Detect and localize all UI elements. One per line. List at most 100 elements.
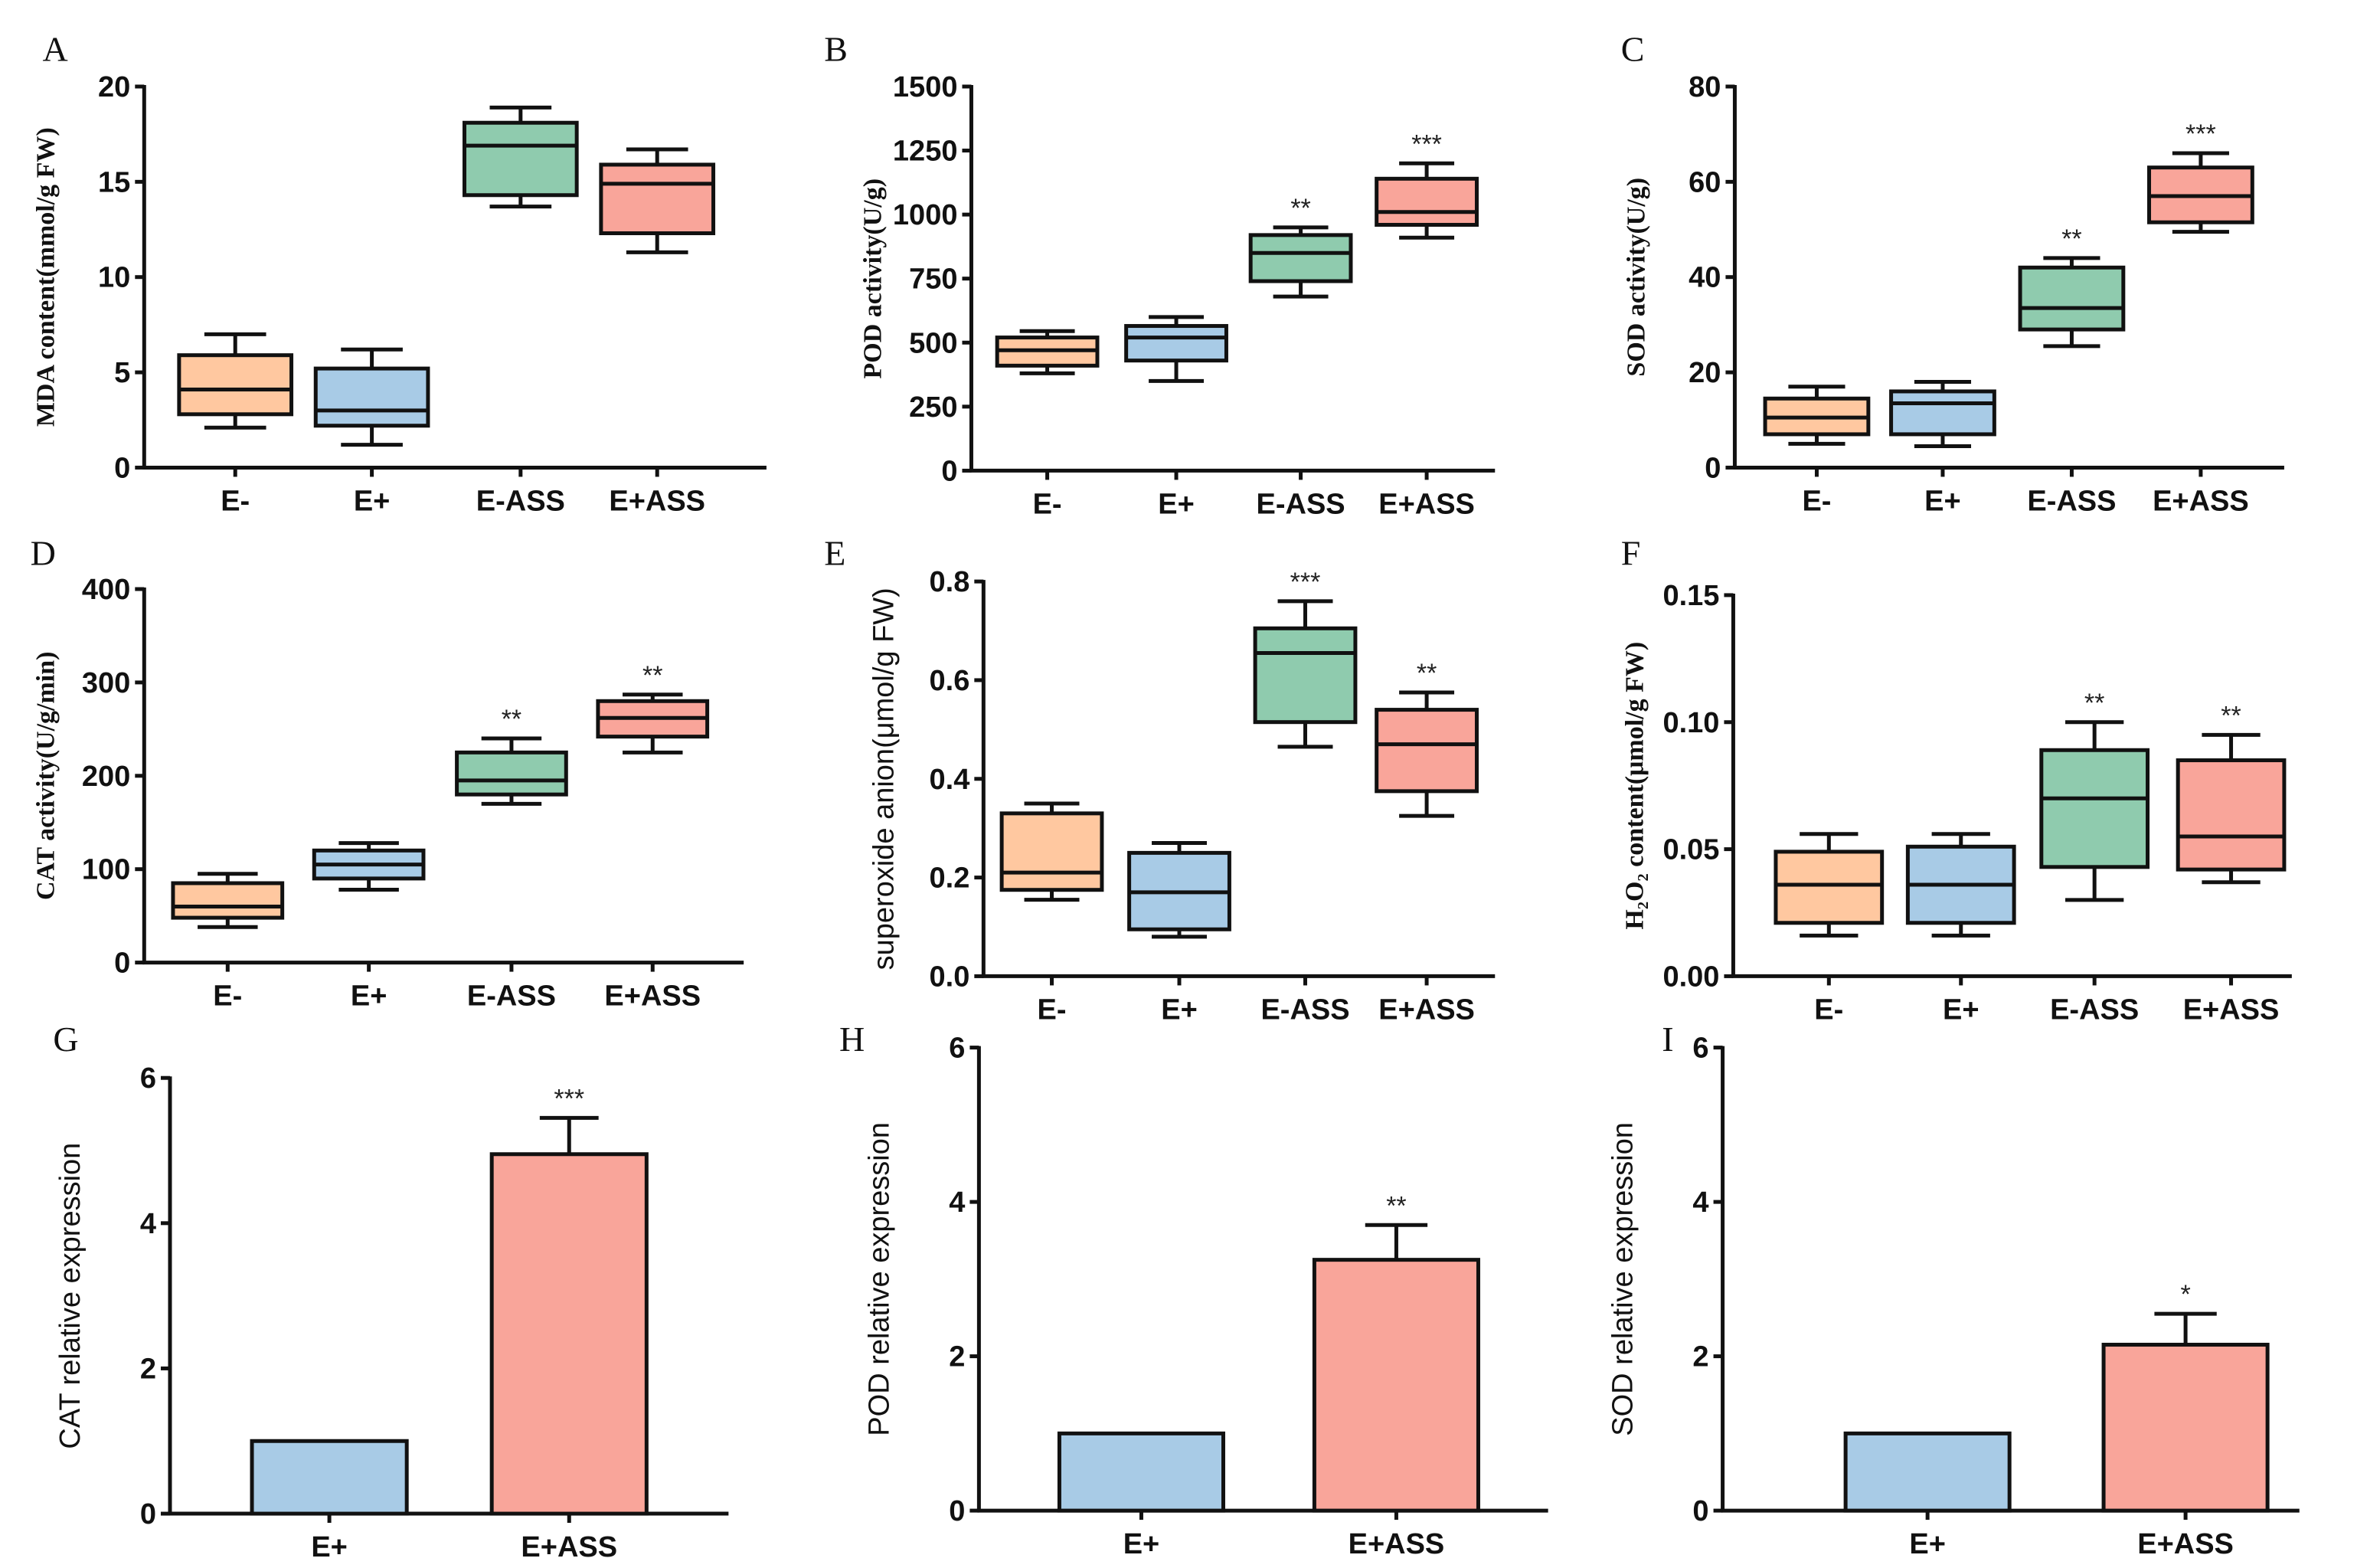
- panel-label: F: [1621, 534, 1641, 573]
- significance-marker: ***: [1411, 129, 1442, 159]
- significance-marker: **: [642, 661, 662, 690]
- y-tick-label: 0: [1705, 452, 1721, 484]
- bar-eplus: [1057, 1431, 1225, 1513]
- box-eminus: [177, 353, 294, 417]
- y-tick-label: 0: [114, 452, 130, 484]
- x-tick-label: E+ASS: [521, 1531, 617, 1563]
- y-tick-label: 1000: [893, 199, 958, 231]
- y-tick-label: 6: [949, 1033, 965, 1065]
- box-eminus: [171, 881, 285, 920]
- panel-label: G: [53, 1020, 78, 1059]
- y-tick-label: 6: [140, 1062, 156, 1095]
- y-tick-label: 0.6: [930, 665, 970, 697]
- x-tick-label: E-: [1033, 488, 1062, 520]
- y-tick-label: 0.0: [930, 961, 970, 993]
- y-tick-label: 6: [1692, 1033, 1708, 1065]
- panel-label: A: [42, 30, 67, 69]
- x-tick-label: E+: [1158, 488, 1195, 520]
- y-tick-label: 300: [82, 667, 130, 699]
- x-tick-label: E+ASS: [2153, 485, 2249, 517]
- x-tick-label: E+: [354, 485, 391, 517]
- panel-h: H 0 2 4 6 POD relative expression E+ E+ASS **: [839, 1020, 1548, 1560]
- x-tick-label: E+: [1909, 1528, 1946, 1560]
- significance-marker: **: [2221, 701, 2241, 730]
- bar-eplus: [1843, 1431, 2012, 1513]
- y-axis-label: superoxide anion(μmol/g FW): [868, 588, 900, 970]
- y-tick-label: 1250: [893, 136, 958, 168]
- bar-eplusass: [489, 1152, 649, 1516]
- panel-label: I: [1662, 1020, 1673, 1059]
- significance-marker: **: [1417, 659, 1437, 688]
- panel-d: D 0 100 200 300 400 CAT activity(U/g/min) E- E+ E…: [31, 534, 744, 1013]
- significance-marker: **: [1386, 1191, 1406, 1220]
- x-tick-label: E+ASS: [1349, 1528, 1445, 1560]
- x-tick-label: E+: [351, 980, 387, 1013]
- panel-label: D: [31, 534, 56, 573]
- y-axis-label: CAT activity(U/g/min): [31, 652, 60, 901]
- y-tick-label: 750: [909, 264, 957, 296]
- y-axis-label: CAT relative expression: [54, 1143, 87, 1449]
- bar-eplus: [250, 1439, 409, 1516]
- y-tick-label: 0: [114, 948, 130, 980]
- y-tick-label: 4: [949, 1187, 965, 1219]
- y-tick-label: 60: [1689, 166, 1721, 198]
- panel-e: E 0.0 0.2 0.4 0.6 0.8 superoxide anion(μmol/g …: [824, 534, 1496, 1026]
- box-eminusass: [1253, 626, 1358, 725]
- panel-label: E: [824, 534, 845, 573]
- panel-label: C: [1621, 30, 1645, 69]
- box-eplusass: [599, 162, 716, 236]
- y-tick-label: 200: [82, 761, 130, 793]
- y-axis-label: H₂O₂ content(μmol/g FW): [1620, 642, 1649, 930]
- x-tick-label: E-: [1038, 994, 1067, 1026]
- y-axis-label: POD activity(U/g): [858, 178, 887, 379]
- panel-label: H: [839, 1020, 865, 1059]
- box-eplusass: [2176, 758, 2287, 872]
- significance-marker: ***: [554, 1084, 584, 1113]
- panel-c: C 0 20 40 60 80 SOD activity(U/g) E- E+ E-ASS ** E+…: [1621, 30, 2284, 517]
- x-tick-label: E+: [1943, 994, 1980, 1026]
- significance-marker: **: [2084, 689, 2104, 718]
- significance-marker: **: [502, 705, 521, 734]
- y-tick-label: 2: [949, 1341, 965, 1373]
- y-tick-label: 0: [941, 455, 957, 487]
- x-tick-label: E-ASS: [467, 980, 556, 1013]
- panel-label: B: [824, 30, 848, 69]
- y-tick-label: 2: [140, 1353, 156, 1385]
- box-eminusass: [455, 750, 568, 797]
- x-tick-label: E+: [1123, 1528, 1160, 1560]
- y-tick-label: 5: [114, 357, 130, 389]
- x-tick-label: E-ASS: [2027, 485, 2116, 517]
- y-axis-label: MDA content(mmol/g FW): [31, 127, 60, 427]
- x-tick-label: E+ASS: [2137, 1528, 2234, 1560]
- y-tick-label: 0: [949, 1495, 965, 1527]
- y-tick-label: 0.05: [1662, 834, 1719, 866]
- bar-eplusass: [1312, 1258, 1480, 1513]
- y-tick-label: 0.2: [930, 863, 970, 895]
- y-tick-label: 40: [1689, 262, 1721, 294]
- box-eplusass: [1375, 176, 1479, 227]
- x-tick-label: E+: [1924, 485, 1961, 517]
- x-tick-label: E+: [311, 1531, 348, 1563]
- y-tick-label: 80: [1689, 71, 1721, 103]
- y-axis-label: POD relative expression: [863, 1122, 895, 1436]
- x-tick-label: E+ASS: [609, 485, 705, 517]
- box-eplus: [1889, 389, 1996, 437]
- y-tick-label: 4: [140, 1208, 156, 1240]
- y-axis-label: SOD relative expression: [1607, 1122, 1640, 1436]
- x-tick-label: E-ASS: [2050, 994, 2139, 1026]
- significance-marker: **: [1290, 194, 1310, 223]
- x-tick-label: E-: [213, 980, 242, 1013]
- y-tick-label: 0.4: [930, 764, 970, 796]
- y-tick-label: 1500: [893, 71, 958, 103]
- x-tick-label: E-ASS: [476, 485, 565, 517]
- y-tick-label: 100: [82, 854, 130, 886]
- y-tick-label: 0.8: [930, 566, 970, 598]
- x-tick-label: E+ASS: [1378, 994, 1475, 1026]
- significance-marker: *: [2180, 1280, 2190, 1309]
- y-tick-label: 0: [140, 1498, 156, 1530]
- x-tick-label: E-: [1802, 485, 1831, 517]
- y-tick-label: 0.00: [1662, 961, 1719, 993]
- y-tick-label: 20: [1689, 357, 1721, 389]
- x-tick-label: E-ASS: [1257, 488, 1345, 520]
